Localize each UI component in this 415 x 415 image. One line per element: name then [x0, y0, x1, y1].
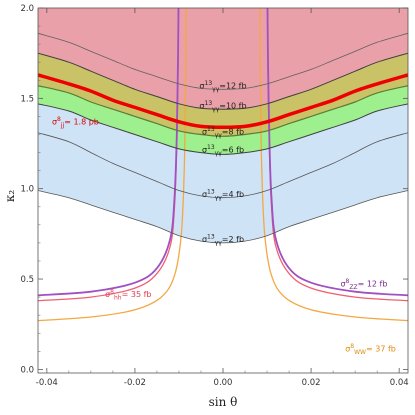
annotation-part: γγ [215, 194, 223, 201]
annotation-part: =2 fb [222, 235, 244, 244]
y-tick-label: 0.5 [20, 275, 34, 285]
ann-gg4: σ13γγ=4 fb [202, 188, 244, 201]
annotation-part: σ [202, 146, 207, 155]
region-band-2 [38, 53, 408, 137]
annotation-part: γγ [212, 106, 220, 113]
annotation-part: 8 [350, 343, 354, 350]
curve-sigma-gg-4 [38, 132, 408, 199]
annotation-part: 8 [57, 116, 61, 123]
annotation-part: 13 [207, 188, 215, 195]
ann-gg6: σ13γγ=6 fb [202, 144, 244, 157]
annotation-part: 8 [110, 289, 114, 296]
annotation-part: σ [202, 127, 207, 136]
annotation-part: 13 [205, 80, 213, 87]
annotation-part: hh [114, 295, 122, 302]
ann-zz: σ8ZZ= 12 fb [340, 278, 387, 291]
curve-sigma-jj [38, 73, 408, 130]
curve-sigma-ww-right [259, 8, 408, 322]
y-tick-label: 1.5 [20, 94, 34, 104]
annotation-part: σ [202, 190, 207, 199]
annotation-part: = 12 fb [358, 279, 388, 288]
annotation-part: = 35 fb [122, 290, 152, 299]
annotation-part: σ [199, 81, 204, 90]
annotation-part: =4 fb [222, 190, 244, 199]
annotation-part: σ [202, 235, 207, 244]
annotation-part: ZZ [349, 284, 357, 291]
x-tick-label: 0.04 [390, 378, 409, 388]
ann-jj: σ8jj= 1.8 pb [52, 116, 99, 129]
annotation-part: 8 [346, 278, 350, 285]
y-axis-title: κ₂ [3, 190, 17, 203]
curve-sigma-gg-10 [38, 52, 408, 110]
annotation-part: γγ [212, 86, 220, 93]
ann-gg10: σ13γγ=10 fb [199, 100, 246, 113]
annotation-part: WW [354, 349, 366, 356]
annotation-part: 13 [207, 126, 215, 133]
annotation-part: σ [199, 101, 204, 110]
annotation-part: = 37 fb [366, 344, 396, 353]
annotation-part: = 1.8 pb [64, 118, 99, 127]
y-tick-label: 0.0 [20, 365, 34, 375]
ann-gg12: σ13γγ=12 fb [199, 80, 246, 93]
annotation-part: σ [340, 279, 345, 288]
annotation-part: 13 [207, 144, 215, 151]
annotation-part: 13 [207, 233, 215, 240]
curve-sigma-ww-left [38, 8, 187, 322]
x-tick-label: 0.00 [214, 378, 233, 388]
y-tick-label: 1.0 [20, 185, 34, 195]
x-tick-label: 0.02 [302, 378, 321, 388]
annotation-part: 13 [205, 100, 213, 107]
curve-sigma-gg-2 [38, 190, 408, 244]
curve-sigma-zz-left [38, 8, 180, 297]
x-axis-title: sin θ [209, 395, 238, 409]
ann-ww: σ8WW= 37 fb [345, 343, 396, 356]
x-tick-label: -0.04 [36, 378, 58, 388]
annotation-part: =12 fb [219, 81, 246, 90]
curve-sigma-gg-8 [38, 85, 408, 137]
annotation-part: σ [345, 344, 350, 353]
curve-sigma-zz-right [266, 8, 408, 297]
annotation-part: jj [60, 122, 65, 129]
annotation-part: =6 fb [222, 146, 244, 155]
annotation-part: =10 fb [219, 101, 246, 110]
exclusion-regions [38, 8, 408, 243]
y-tick-label: 2.0 [20, 4, 34, 14]
annotation-part: γγ [215, 239, 223, 246]
ann-gg8: σ13γγ=8 fb [202, 126, 244, 139]
curve-sigma-gg-12 [38, 32, 408, 90]
contour-curves [38, 8, 408, 322]
region-band-3 [38, 8, 408, 110]
annotation-part: σ [105, 290, 110, 299]
region-band-1 [38, 85, 408, 155]
axis-ticks: -0.04 -0.02 0.00 0.02 0.04 0.0 0.5 1.0 1.5 2.0 [20, 4, 408, 388]
curve-sigma-gg-6 [38, 103, 408, 155]
ann-hh: σ8hh= 35 fb [105, 289, 151, 302]
x-tick-label: -0.02 [124, 378, 146, 388]
annotation-part: σ [52, 118, 57, 127]
annotation-part: =8 fb [222, 127, 244, 136]
annotation-part: γγ [215, 150, 223, 157]
ann-gg2: σ13γγ=2 fb [202, 233, 244, 246]
annotation-part: γγ [215, 132, 223, 139]
